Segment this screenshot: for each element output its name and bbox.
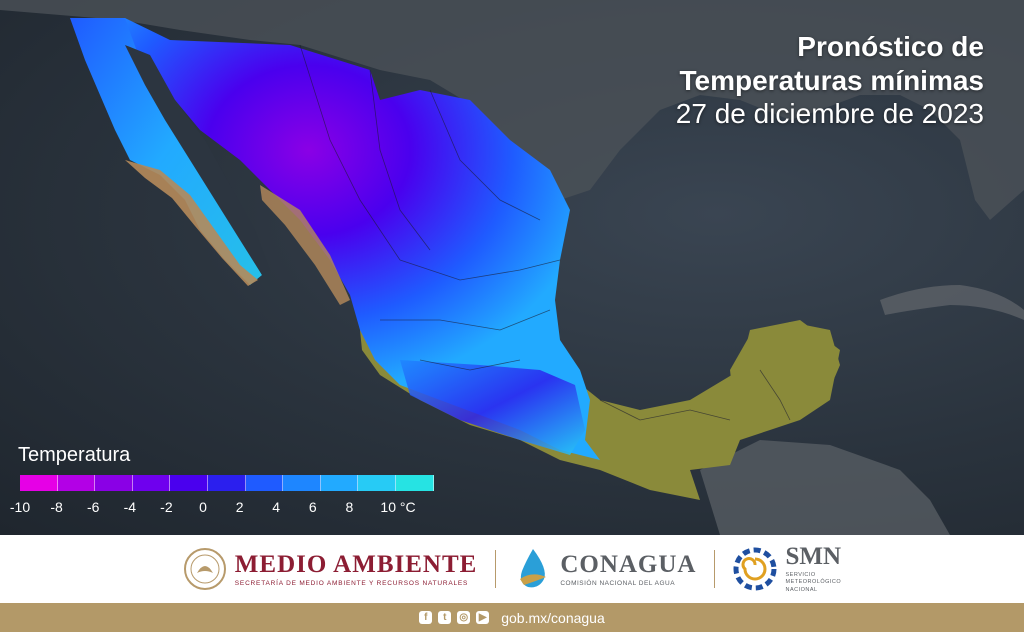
smn-name: SMN (785, 543, 842, 571)
conagua-url-link[interactable]: gob.mx/conagua (501, 609, 605, 626)
medio-ambiente-logo: MEDIO AMBIENTE SECRETARÍA DE MEDIO AMBIE… (183, 547, 478, 591)
legend-swatch (170, 475, 208, 491)
legend-swatch (320, 475, 359, 491)
twitter-icon[interactable]: t (438, 611, 452, 624)
conagua-name: CONAGUA (560, 550, 697, 578)
baja-california (70, 18, 262, 285)
state-borders (299, 44, 791, 421)
legend-tick-label: -10 (9, 499, 31, 515)
title-date: 27 de diciembre de 2023 (675, 98, 984, 130)
footer-divider (495, 550, 497, 588)
mexico-seal-icon (183, 548, 226, 590)
yucatan-peninsula (730, 322, 840, 425)
central-america-landmass (700, 440, 950, 535)
legend-color-bar (20, 475, 434, 491)
legend-swatch (57, 475, 96, 491)
usa-landmass (0, 0, 1024, 220)
medio-ambiente-name: MEDIO AMBIENTE (234, 550, 478, 578)
legend-title: Temperatura (18, 444, 131, 466)
social-bar: f t ◎ ▶ gob.mx/conagua (0, 603, 1024, 632)
smn-subtitle: SERVICIO METEOROLÓGICO NACIONAL (785, 572, 841, 593)
map-graphic (0, 0, 1024, 535)
instagram-icon[interactable]: ◎ (457, 611, 471, 624)
legend-tick-label: -2 (160, 499, 173, 515)
legend-tick-label: 2 (235, 499, 244, 515)
smn-subtitle-line: METEOROLÓGICO (785, 579, 842, 586)
title-line-1: Pronóstico de (797, 31, 984, 62)
water-drop-icon (520, 549, 547, 588)
legend-swatch (358, 475, 396, 491)
temperature-legend: Temperatura -10 -8 -6 -4 -2 0 2 4 6 8 10 °C (10, 444, 434, 519)
legend-tick-label: -4 (123, 499, 137, 515)
sonora-warm-coast (260, 185, 350, 305)
mexico-south-cold (400, 360, 585, 455)
smn-subtitle-line: SERVICIO (785, 572, 816, 579)
medio-ambiente-subtitle: SECRETARÍA DE MEDIO AMBIENTE Y RECURSOS … (234, 579, 469, 587)
facebook-icon[interactable]: f (419, 611, 433, 624)
legend-swatch (95, 475, 133, 491)
legend-tick-label: -6 (86, 499, 100, 515)
legend-tick-label: 8 (345, 499, 354, 515)
legend-tick-label: 6 (308, 499, 317, 515)
gulf-of-california (125, 45, 270, 275)
conagua-logo: CONAGUA COMISIÓN NACIONAL DEL AGUA (514, 547, 696, 591)
legend-swatch (395, 475, 434, 491)
legend-swatch (283, 475, 321, 491)
legend-swatch (245, 475, 284, 491)
legend-swatch (20, 475, 58, 491)
map-title: Pronóstico de Temperaturas mínimas 27 de… (676, 30, 984, 131)
cuba-landmass (880, 285, 1024, 320)
conagua-subtitle: COMISIÓN NACIONAL DEL AGUA (560, 579, 676, 587)
legend-tick-label: -8 (50, 499, 63, 515)
youtube-icon[interactable]: ▶ (476, 611, 490, 624)
legend-tick-label: 0 (199, 499, 207, 515)
legend-tick-label: 4 (272, 499, 281, 515)
title-line-2: Temperaturas mínimas (679, 64, 985, 96)
legend-swatch (132, 475, 171, 491)
mexico-cold-region (70, 18, 600, 460)
forecast-map: Pronóstico de Temperaturas mínimas 27 de… (0, 0, 1024, 535)
baja-south-warm (125, 160, 258, 286)
smn-subtitle-line: NACIONAL (785, 586, 818, 593)
legend-tick-label: 10 °C (380, 499, 416, 515)
institutional-footer: MEDIO AMBIENTE SECRETARÍA DE MEDIO AMBIE… (0, 535, 1024, 603)
smn-logo: SMN SERVICIO METEOROLÓGICO NACIONAL (733, 544, 841, 593)
footer-divider (714, 550, 716, 588)
legend-swatch (207, 475, 246, 491)
legend-ticks: -10 -8 -6 -4 -2 0 2 4 6 8 10 °C (10, 499, 434, 519)
smn-spiral-icon (733, 547, 777, 591)
